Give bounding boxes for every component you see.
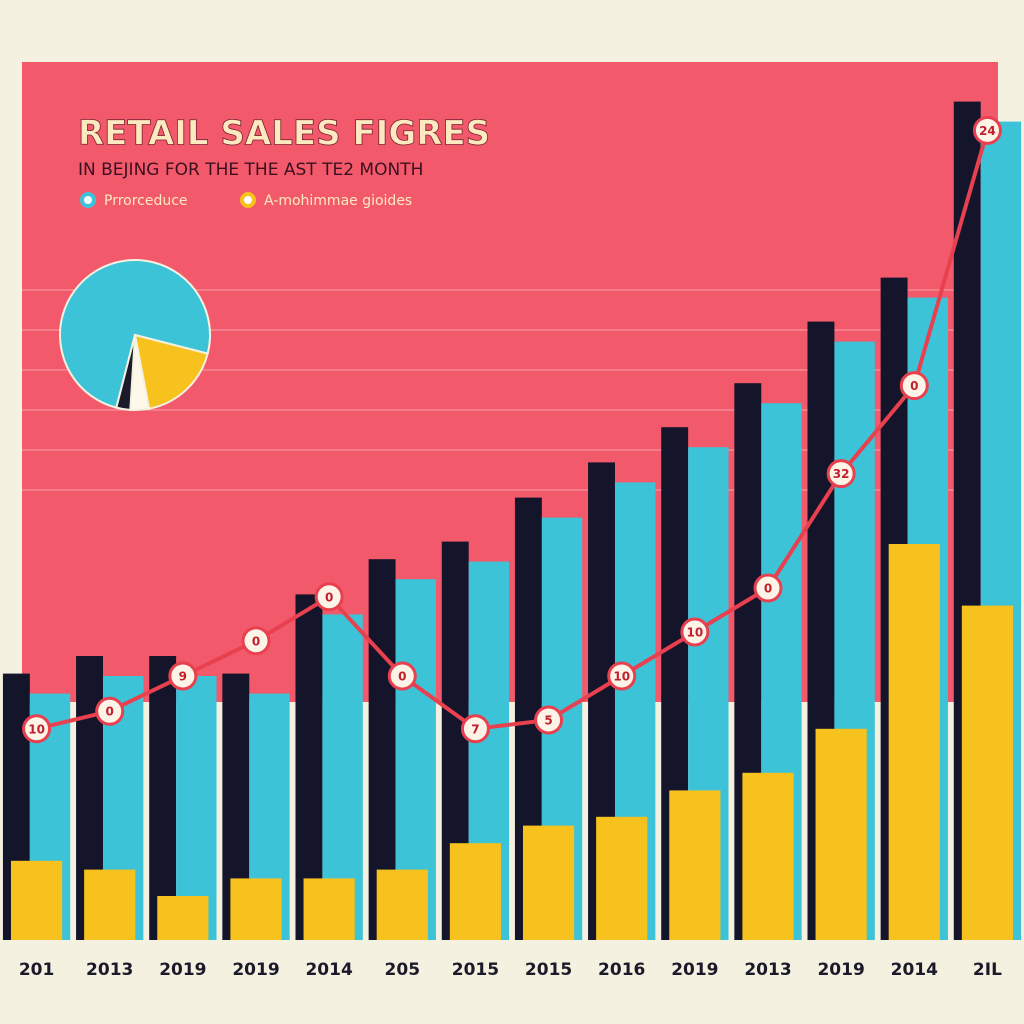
bar	[961, 605, 1014, 940]
point-label: 9	[179, 670, 187, 684]
x-tick-label: 205	[385, 960, 421, 980]
point-label: 10	[613, 670, 630, 684]
x-tick-label: 2019	[671, 960, 718, 980]
chart-subtitle: IN BEJING FOR THE THE AST TE2 MONTH	[78, 160, 423, 180]
line-marker	[607, 661, 637, 691]
x-tick-label: 2013	[86, 960, 133, 980]
line-marker	[22, 714, 52, 744]
bar	[522, 825, 575, 940]
x-tick-label: 201	[19, 960, 55, 980]
bar	[888, 544, 940, 940]
legend-swatch	[80, 192, 96, 208]
legend-label: A-mohimmae gioides	[264, 193, 412, 209]
bar	[84, 869, 136, 940]
line-marker	[534, 705, 564, 735]
legend-label: Prrorceduce	[104, 193, 188, 209]
bar	[157, 896, 209, 940]
line-marker	[753, 573, 783, 603]
x-tick-label: 2019	[817, 960, 864, 980]
point-label: 24	[979, 124, 996, 138]
x-tick-label: 2019	[159, 960, 206, 980]
x-tick-label: 2015	[452, 960, 499, 980]
line-marker	[241, 626, 271, 656]
pie-slice	[115, 334, 136, 411]
point-label: 10	[687, 626, 704, 640]
bar	[376, 869, 428, 940]
line-marker	[314, 582, 344, 612]
x-tick-label: 2014	[305, 960, 352, 980]
bar	[449, 843, 502, 940]
x-tick-label: 2015	[525, 960, 572, 980]
chart-title: RETAIL SALES FIGRES	[78, 114, 490, 154]
pie-slice	[133, 333, 209, 410]
point-label: 5	[544, 714, 552, 728]
bar	[669, 790, 721, 940]
point-label: 0	[398, 670, 406, 684]
bar	[303, 878, 355, 940]
legend-swatch	[240, 192, 256, 208]
line-marker	[899, 371, 929, 401]
point-label: 7	[471, 722, 479, 736]
pie-slice	[59, 259, 211, 409]
point-label: 0	[764, 582, 772, 596]
point-label: 0	[325, 590, 333, 604]
bar	[815, 728, 867, 940]
line-marker	[972, 115, 1002, 145]
x-tick-label: 2013	[744, 960, 791, 980]
x-tick-label: 2019	[232, 960, 279, 980]
point-label: 0	[252, 634, 260, 648]
line-marker	[826, 459, 856, 489]
bar	[10, 860, 63, 940]
x-tick-label: 2IL	[973, 960, 1002, 980]
line-marker	[387, 661, 417, 691]
line-marker	[95, 696, 125, 726]
bar	[742, 772, 794, 940]
point-label: 0	[106, 705, 114, 719]
point-label: 32	[833, 467, 850, 481]
x-tick-label: 2016	[598, 960, 645, 980]
point-label: 0	[910, 379, 918, 393]
point-label: 10	[28, 722, 45, 736]
axis-strip	[0, 940, 1024, 1024]
bar-shadow	[149, 656, 177, 940]
bar	[230, 878, 282, 940]
line-marker	[168, 661, 198, 691]
x-tick-label: 2014	[891, 960, 938, 980]
bar	[596, 816, 648, 940]
line-marker	[460, 714, 490, 744]
line-marker	[680, 617, 710, 647]
